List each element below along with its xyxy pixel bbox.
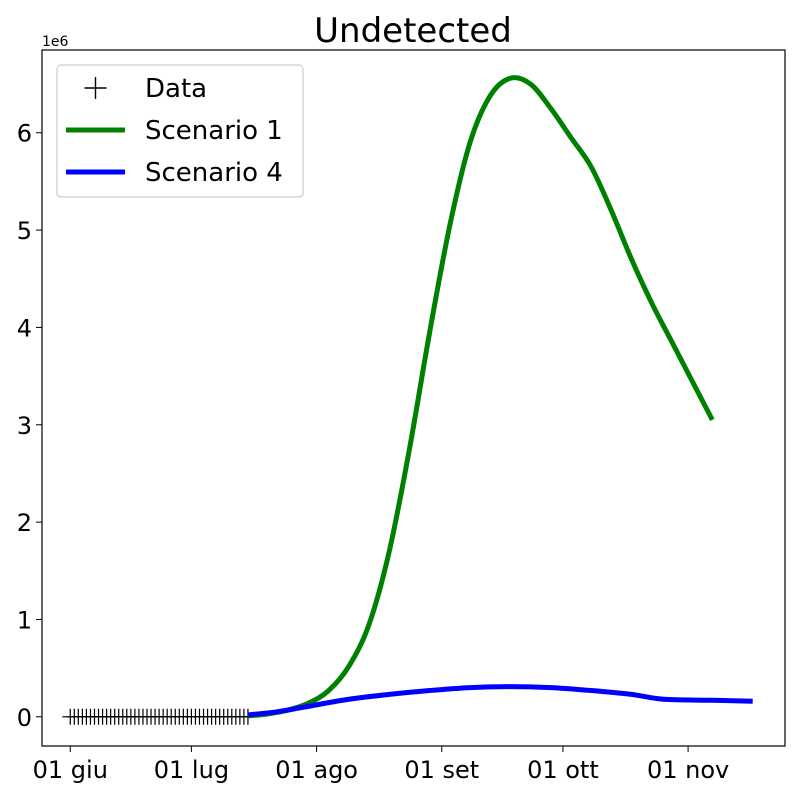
legend-label: Scenario 1	[145, 116, 283, 146]
legend-label: Scenario 4	[145, 158, 283, 188]
series-data-markers	[62, 708, 256, 725]
legend-box	[56, 64, 304, 198]
chart-title: Undetected	[314, 11, 512, 51]
y-tick-label: 6	[17, 120, 32, 148]
x-axis: 01 giu 01 lug 01 ago 01 set 01 ott 01 nov	[33, 746, 729, 784]
x-tick-label: 01 lug	[154, 756, 229, 784]
y-tick-label: 5	[17, 217, 32, 245]
y-tick-label: 0	[17, 704, 32, 732]
y-axis: 0 1 2 3 4 5 6	[17, 120, 42, 732]
legend: Data Scenario 1 Scenario 4	[56, 64, 304, 198]
y-tick-label: 3	[17, 412, 32, 440]
series-layer	[62, 75, 753, 725]
x-tick-label: 01 ago	[275, 756, 358, 784]
legend-marker-data	[84, 77, 107, 99]
y-axis-offset-label: 1e6	[42, 34, 69, 50]
y-tick-label: 1	[17, 606, 32, 634]
x-tick-label: 01 set	[404, 756, 479, 784]
series-line-scenario-4	[247, 684, 753, 718]
x-tick-label: 01 ott	[527, 756, 599, 784]
legend-label: Data	[145, 74, 207, 104]
y-tick-label: 2	[17, 509, 32, 537]
x-tick-label: 01 giu	[33, 756, 108, 784]
x-tick-label: 01 nov	[647, 756, 729, 784]
plot-frame	[41, 49, 786, 747]
series-line-scenario-1	[247, 75, 715, 719]
y-tick-label: 4	[17, 314, 32, 342]
plot-area	[41, 49, 786, 747]
